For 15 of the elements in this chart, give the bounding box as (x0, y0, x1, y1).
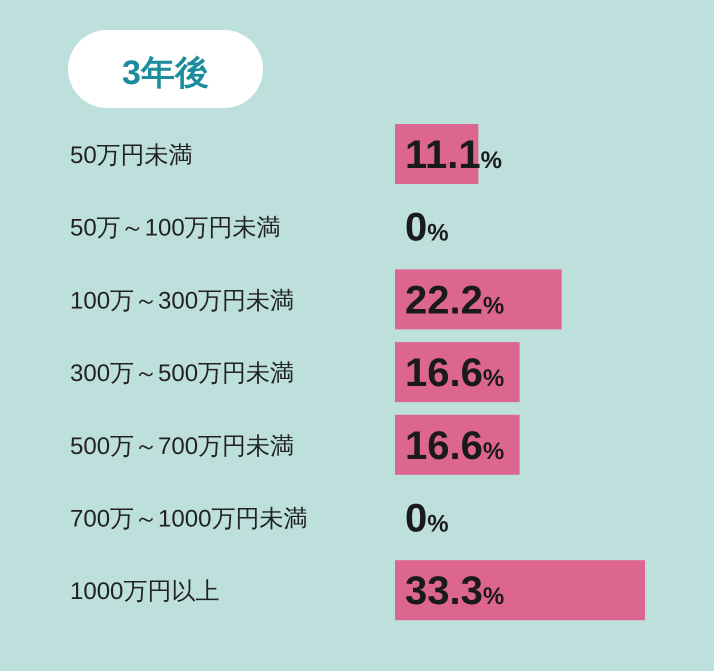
y-tick-label: 1000万円以上 (70, 578, 220, 606)
y-tick-label: 50万円未満 (70, 142, 193, 169)
y-tick-label: 300万～500万円未満 (70, 360, 294, 388)
data-label: 22.2% (405, 278, 504, 322)
y-tick-label: 50万～100万円未満 (70, 214, 281, 242)
data-label: 0% (405, 496, 449, 540)
y-tick-label: 700万～1000万円未満 (70, 506, 308, 532)
data-label: 16.6% (405, 424, 504, 468)
data-label: 33.3% (405, 569, 504, 614)
data-label: 16.6% (405, 351, 504, 396)
chart-title: 3年後 (122, 54, 209, 92)
y-tick-label: 100万～300万円未満 (70, 287, 294, 314)
bar (395, 560, 645, 620)
data-label: 0% (405, 206, 449, 250)
y-tick-label: 500万～700万円未満 (70, 432, 294, 460)
